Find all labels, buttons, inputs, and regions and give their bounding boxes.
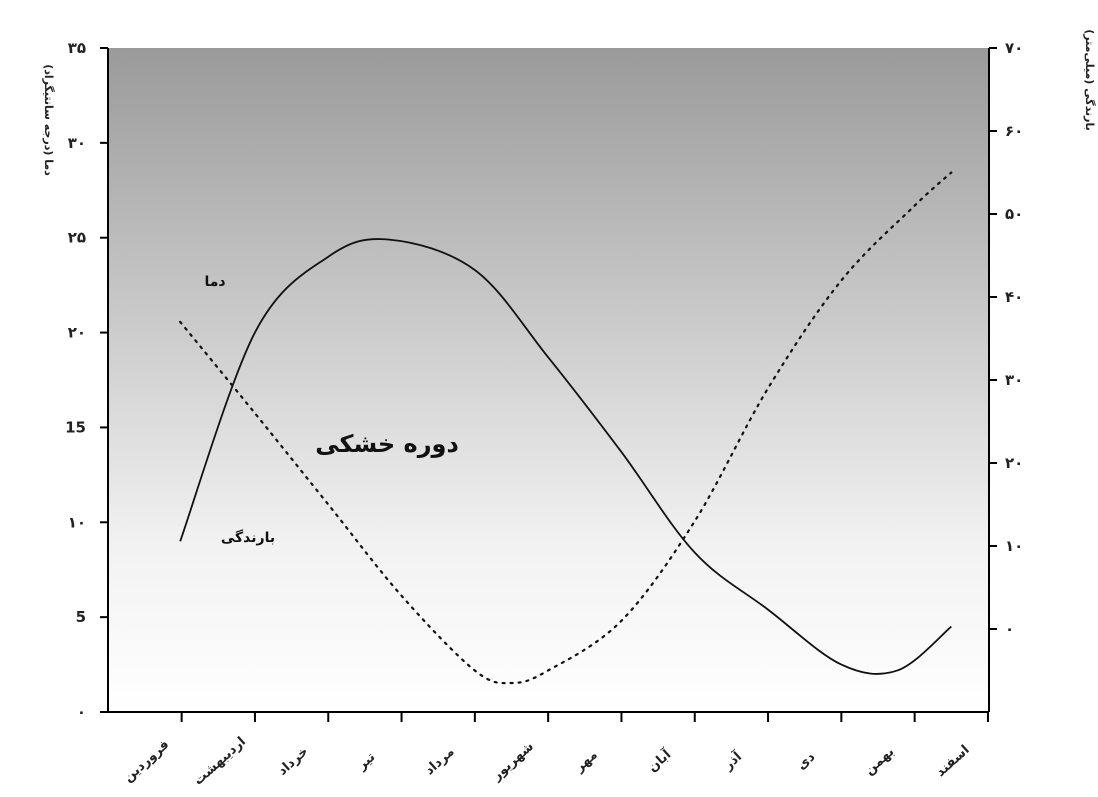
x-tick-label: دی [794, 749, 818, 773]
x-tick-label: مهر [572, 748, 601, 776]
y-right-tick-label: ۰ [1005, 620, 1014, 638]
series-layer [179, 171, 953, 685]
x-tick-label: شهریور [489, 739, 537, 784]
plot-background [108, 48, 989, 712]
x-tick-label: مرداد [422, 744, 457, 778]
y-left-tick-label: ۳۰ [68, 134, 86, 152]
axes [100, 47, 997, 722]
annotation-dry-period: دوره خشکی [315, 430, 459, 458]
y-left-tick-label: 5 [76, 608, 86, 626]
x-tick-label: فروردین [121, 737, 172, 785]
x-tick-label: خرداد [275, 744, 311, 779]
annotation-temperature: دما [204, 274, 225, 290]
y-right-tick-label: ۴۰ [1005, 288, 1023, 306]
y-right-tick-label: ۲۰ [1005, 454, 1023, 472]
y-right-tick-label: ۷۰ [1005, 39, 1023, 57]
y-left-axis-title: دما (درجه سانتیگراد) [42, 64, 55, 176]
y-left-tick-label: ۳۵ [68, 39, 86, 57]
annotation-precipitation: بارندگی [221, 529, 275, 546]
y-left-tick-label: 15 [65, 418, 86, 436]
y-left-tick-label: ۲۵ [68, 229, 86, 247]
y-right-tick-label: ۱۰ [1005, 537, 1023, 555]
x-tick-label: آذر [719, 748, 745, 774]
x-tick-label: آبان [644, 746, 675, 776]
precipitation-series-line [179, 171, 953, 685]
y-right-tick-label: ۳۰ [1005, 371, 1023, 389]
x-tick-label: تیر [354, 750, 378, 774]
y-left-tick-label: ۲۰ [68, 324, 86, 342]
y-right-tick-label: ۶۰ [1005, 122, 1023, 140]
x-tick-label: اردیبهشت [191, 734, 249, 788]
y-left-tick-label: ۱۰ [68, 513, 86, 531]
temperature-series-line [179, 238, 952, 675]
y-right-axis-title: بارندگی (میلی‌متر) [1083, 29, 1096, 131]
x-tick-label: اسفند [933, 743, 972, 781]
y-right-tick-label: ۵۰ [1005, 205, 1023, 223]
x-tick-label: بهمن [862, 744, 897, 778]
y-left-tick-label: ۰ [77, 703, 86, 721]
